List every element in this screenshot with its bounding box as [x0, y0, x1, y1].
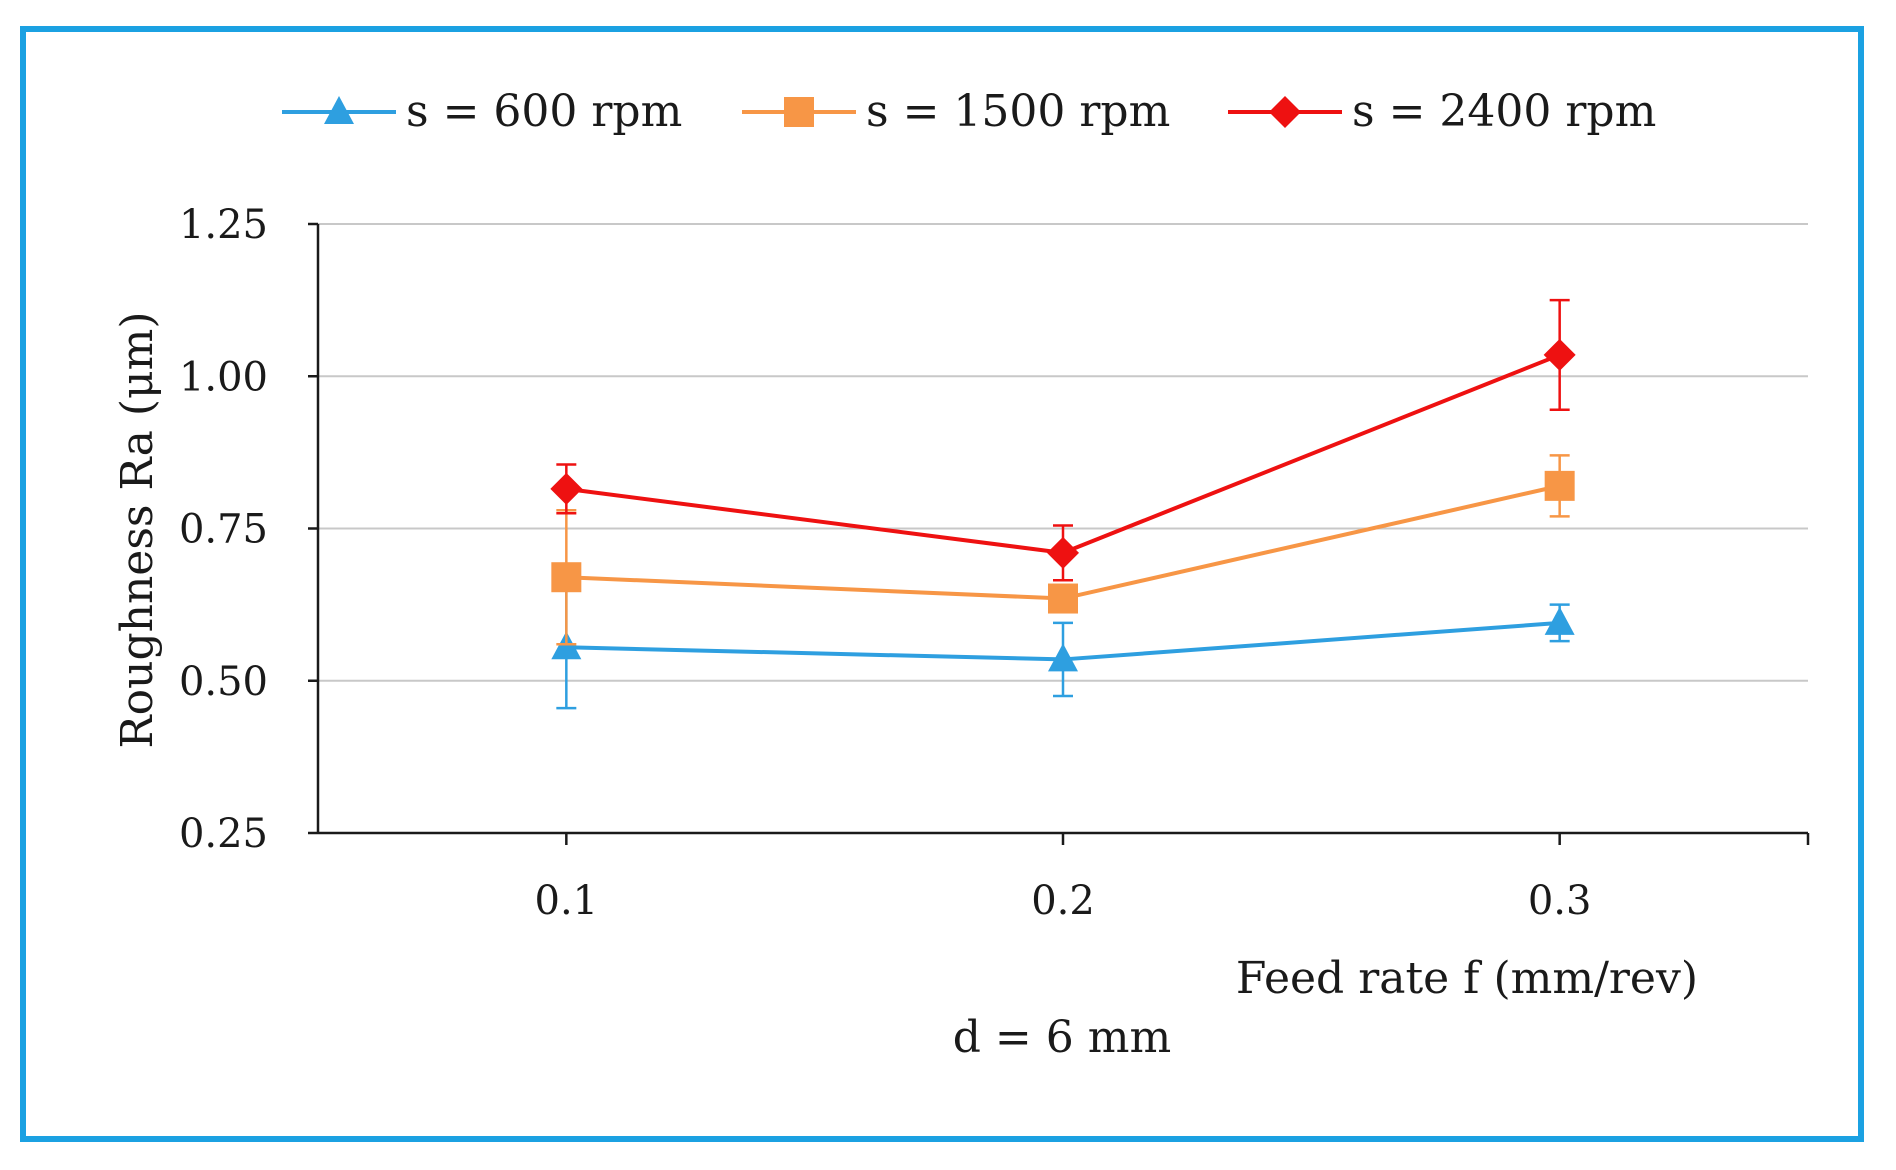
legend-entry: s = 2400 rpm: [1228, 86, 1656, 137]
legend-label: s = 1500 rpm: [866, 86, 1170, 137]
legend-marker: [784, 97, 814, 127]
series-diamond: [550, 298, 1576, 582]
y-tick-label: 0.50: [179, 659, 268, 705]
depth-annotation: d = 6 mm: [953, 1012, 1171, 1063]
data-series: [550, 298, 1576, 710]
x-tick-label: 0.2: [1031, 878, 1095, 924]
y-tick-label: 0.25: [179, 811, 268, 857]
data-point: [1544, 606, 1575, 635]
data-point: [1543, 338, 1576, 371]
data-point: [1048, 643, 1078, 672]
x-tick-labels: 0.1 0.2 0.3: [535, 878, 1592, 924]
data-point: [1544, 470, 1575, 501]
x-axis-label: Feed rate f (mm/rev): [1236, 953, 1698, 1004]
y-tick-label: 1.25: [179, 202, 268, 248]
data-point: [550, 472, 583, 505]
y-tick-label: 1.00: [179, 354, 268, 400]
x-tick-label: 0.3: [1528, 878, 1592, 924]
data-point: [551, 562, 582, 593]
x-tick-label: 0.1: [535, 878, 599, 924]
chart-frame: [20, 26, 1864, 1142]
series-line: [566, 353, 1561, 555]
legend: s = 600 rpm s = 1500 rpm s = 2400 rpm: [282, 86, 1656, 137]
legend-entry: s = 1500 rpm: [742, 86, 1170, 137]
data-point: [1047, 536, 1079, 569]
legend-marker: [324, 96, 354, 124]
legend-marker: [1269, 96, 1301, 128]
axes: [308, 222, 1810, 845]
data-point: [1048, 583, 1078, 614]
y-tick-label: 0.75: [179, 507, 268, 553]
y-axis-label: Roughness Ra (μm): [112, 312, 163, 749]
y-tick-labels: 0.25 0.50 0.75 1.00 1.25: [179, 202, 268, 857]
legend-label: s = 2400 rpm: [1352, 86, 1656, 137]
legend-label: s = 600 rpm: [406, 86, 682, 137]
legend-entry: s = 600 rpm: [282, 86, 682, 137]
